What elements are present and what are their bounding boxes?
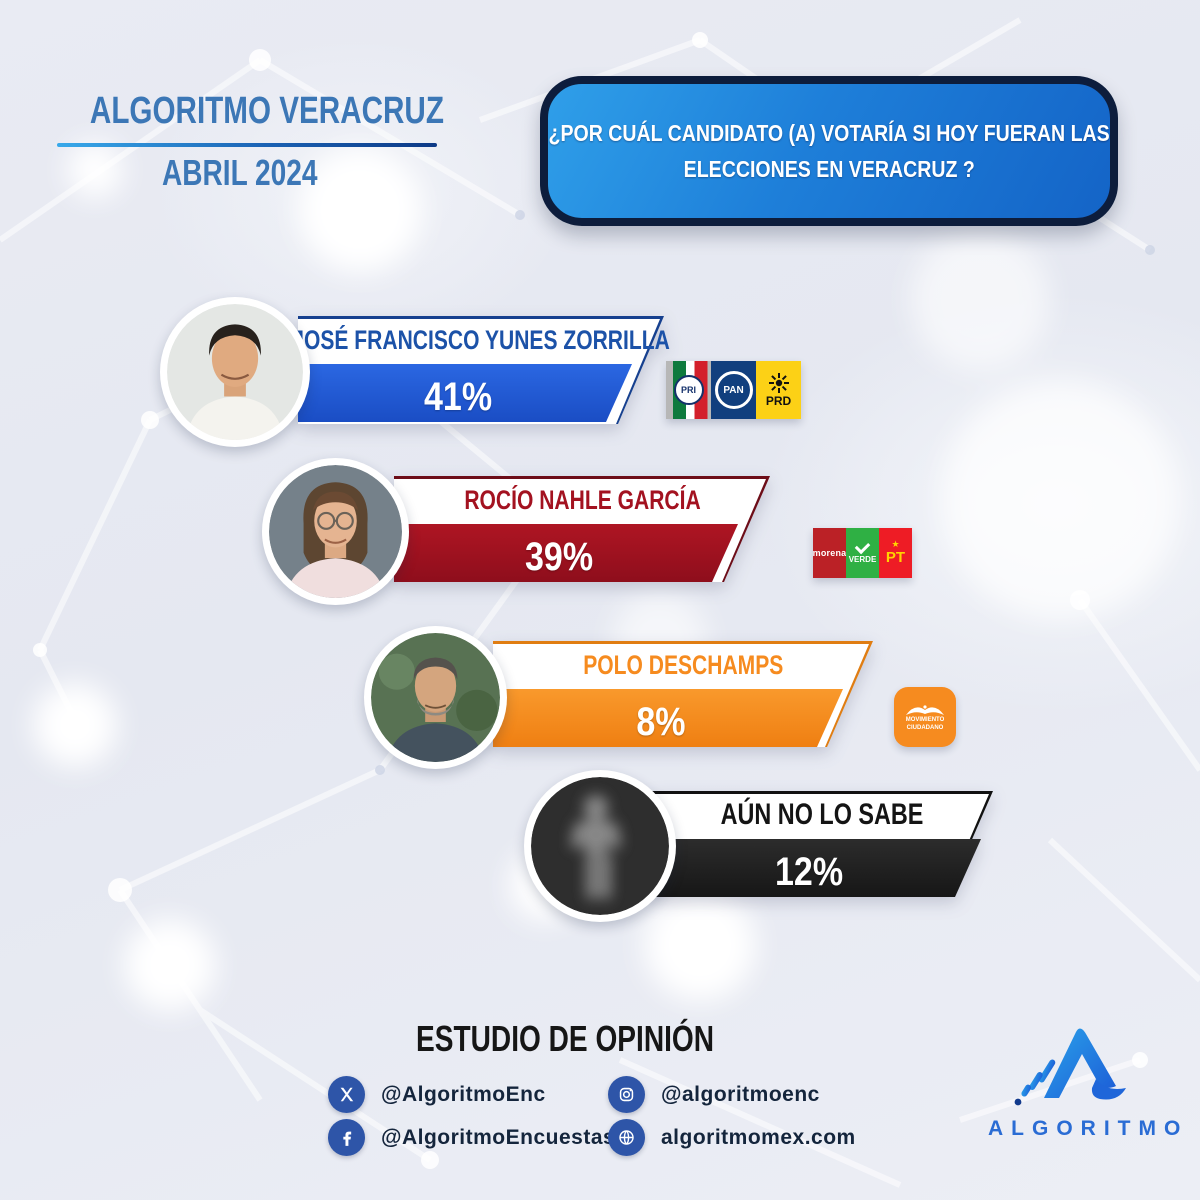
coalition-logos-nahle: morena VERDE ★ PT — [813, 528, 912, 578]
prd-sun-icon — [768, 372, 789, 393]
pri-party-logo: PRI — [666, 361, 711, 419]
candidate-name-yunes: JOSÉ FRANCISCO YUNES ZORRILLA — [292, 324, 670, 355]
social-facebook[interactable]: @AlgoritmoEncuestas — [328, 1119, 615, 1156]
candidate-photo-yunes — [160, 297, 310, 447]
pan-label: PAN — [714, 371, 753, 409]
undecided-label: AÚN NO LO SABE — [720, 798, 924, 831]
result-bar-yunes — [298, 364, 632, 422]
facebook-icon — [328, 1119, 365, 1156]
algoritmo-logo-mark — [1014, 1028, 1126, 1106]
result-plaque-nahle: ROCÍO NAHLE GARCÍA 39% — [394, 476, 770, 582]
verde-label: VERDE — [848, 555, 877, 564]
social-x[interactable]: @AlgoritmoEnc — [328, 1076, 546, 1113]
morena-party-logo: morena — [813, 528, 846, 578]
social-website[interactable]: algoritmomex.com — [608, 1119, 856, 1156]
report-title: ALGORITMO VERACRUZ — [40, 90, 444, 133]
pri-label: PRI — [673, 375, 704, 405]
result-value-yunes: 41% — [423, 374, 493, 419]
x-handle[interactable]: @AlgoritmoEnc — [381, 1082, 546, 1106]
morena-label: morena — [812, 548, 847, 558]
website-url[interactable]: algoritmomex.com — [661, 1125, 856, 1149]
result-value-nahle: 39% — [524, 534, 594, 579]
result-value-undecided: 12% — [774, 849, 844, 894]
result-bar-undecided — [651, 839, 981, 897]
candidate-photo-nahle — [262, 458, 409, 605]
globe-icon — [608, 1119, 645, 1156]
movimiento-ciudadano-logo: MOVIMIENTO CIUDADANO — [894, 687, 956, 747]
verde-party-logo: VERDE — [846, 528, 879, 578]
candidate-name-nahle: ROCÍO NAHLE GARCÍA — [463, 484, 701, 515]
footer-heading: ESTUDIO DE OPINIÓN — [415, 1018, 714, 1059]
algoritmo-brand: ALGORITMO — [980, 1012, 1180, 1141]
report-subtitle-text: ABRIL 2024 — [162, 152, 318, 193]
mc-eagle-icon — [906, 705, 944, 716]
report-subtitle: ABRIL 2024 — [40, 152, 440, 194]
result-plaque-deschamps: POLO DESCHAMPS 8% — [493, 641, 873, 747]
poll-question-line1: ¿POR CUÁL CANDIDATO (A) VOTARÍA SI HOY F… — [548, 119, 1110, 146]
pt-party-logo: ★ PT — [879, 528, 912, 578]
instagram-icon — [608, 1076, 645, 1113]
algoritmo-brand-text: ALGORITMO — [988, 1117, 1189, 1140]
facebook-handle[interactable]: @AlgoritmoEncuestas — [381, 1125, 616, 1149]
pt-star-icon: ★ — [891, 539, 900, 549]
report-title-text: ALGORITMO VERACRUZ — [89, 90, 444, 132]
candidate-photo-deschamps — [364, 626, 507, 769]
result-bar-nahle — [394, 524, 738, 582]
x-icon — [328, 1076, 365, 1113]
result-plaque-undecided: AÚN NO LO SABE 12% — [651, 791, 993, 897]
verde-check-icon — [854, 538, 871, 555]
pan-party-logo: PAN — [711, 361, 756, 419]
result-bar-deschamps — [493, 689, 843, 747]
instagram-handle[interactable]: @algoritmoenc — [661, 1082, 820, 1106]
poll-question-line2: ELECCIONES EN VERACRUZ ? — [683, 155, 975, 182]
poll-question-box: ¿POR CUÁL CANDIDATO (A) VOTARÍA SI HOY F… — [540, 76, 1118, 226]
prd-label: PRD — [765, 393, 792, 408]
prd-party-logo: PRD — [756, 361, 801, 419]
mc-label: MOVIMIENTO CIUDADANO — [905, 717, 945, 731]
title-divider-line — [57, 143, 437, 147]
result-plaque-yunes: JOSÉ FRANCISCO YUNES ZORRILLA 41% — [292, 316, 670, 424]
result-value-deschamps: 8% — [636, 699, 686, 744]
pt-label: PT — [885, 549, 906, 566]
candidate-name-deschamps: POLO DESCHAMPS — [582, 649, 784, 680]
social-instagram[interactable]: @algoritmoenc — [608, 1076, 820, 1113]
unknown-voter-photo — [524, 770, 676, 922]
coalition-logos-yunes: PRI PAN PRD — [666, 361, 801, 419]
